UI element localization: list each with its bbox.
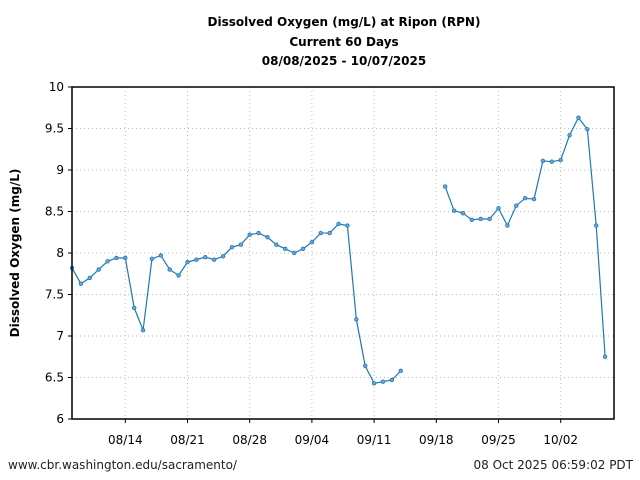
data-point [522,196,528,201]
data-point [131,305,137,310]
y-tick-label: 8.5 [45,205,64,219]
data-point [309,240,315,245]
data-point [203,254,208,260]
data-point [442,184,448,189]
data-point [274,242,279,247]
series-line [444,116,606,357]
y-tick-label: 9.5 [45,122,64,136]
data-point [389,377,395,383]
data-point [594,223,599,228]
x-tick-label: 09/18 [419,433,454,447]
data-point [185,259,190,265]
plot-frame [71,86,615,420]
data-point [460,210,466,216]
x-tick-label: 08/14 [108,433,143,447]
data-point [265,235,270,240]
y-tick-label: 7.5 [45,288,64,302]
data-point [283,246,288,252]
y-tick-label: 7 [56,329,64,343]
data-point [585,127,590,132]
data-point [540,158,546,164]
data-point [496,205,501,211]
data-point [451,208,457,213]
chart-title-line-1: Dissolved Oxygen (mg/L) at Ripon (RPN) [207,15,481,29]
data-point [487,216,492,222]
data-point [220,254,226,259]
data-point [354,317,359,322]
chart-title-line-2: Current 60 Days [289,35,399,49]
data-point [469,217,475,222]
data-point [194,257,199,262]
data-point [371,381,377,386]
data-point [238,242,244,247]
data-point [505,223,510,228]
chart-title-line-3: 08/08/2025 - 10/07/2025 [261,54,427,68]
data-point [478,216,483,222]
data-point [211,257,217,262]
data-point [149,256,155,262]
x-tick-label: 10/02 [543,433,578,447]
data-point [549,159,555,164]
x-tick-label: 09/04 [295,433,330,447]
data-point [78,281,84,286]
data-point [345,223,350,228]
data-point [96,267,101,272]
data-point [247,232,252,237]
x-tick-label: 09/25 [481,433,516,447]
data-point [602,354,608,359]
data-point [576,115,581,120]
data-point [167,267,172,272]
data-point [256,230,261,236]
x-tick-label: 08/21 [170,433,205,447]
data-point [318,230,323,236]
data-point [558,157,563,163]
data-point [300,246,306,252]
data-point [140,327,146,333]
x-tick-label: 09/11 [357,433,392,447]
data-point [363,363,368,369]
data-point [291,250,297,256]
y-tick-label: 9 [56,163,64,177]
y-tick-label: 6 [56,412,64,426]
data-point [123,255,128,261]
data-point [398,368,403,374]
data-point [567,132,572,138]
data-point [114,255,119,261]
y-tick-label: 10 [49,80,64,94]
data-point [105,259,110,264]
y-axis-label: Dissolved Oxygen (mg/L) [8,169,22,338]
footer-url-link[interactable]: www.cbr.washington.edu/sacramento/ [8,458,237,472]
data-point [327,230,332,236]
series-line [71,223,402,384]
y-tick-label: 6.5 [45,371,64,385]
data-point [531,196,537,202]
x-tick-label: 08/28 [232,433,267,447]
data-point [229,244,235,250]
data-point [158,253,164,258]
data-point [380,379,386,384]
y-tick-label: 8 [56,246,64,260]
footer-timestamp: 08 Oct 2025 06:59:02 PDT [473,458,633,472]
data-point [514,203,519,208]
data-point [87,275,92,281]
data-point [336,221,341,227]
data-point [176,273,181,278]
